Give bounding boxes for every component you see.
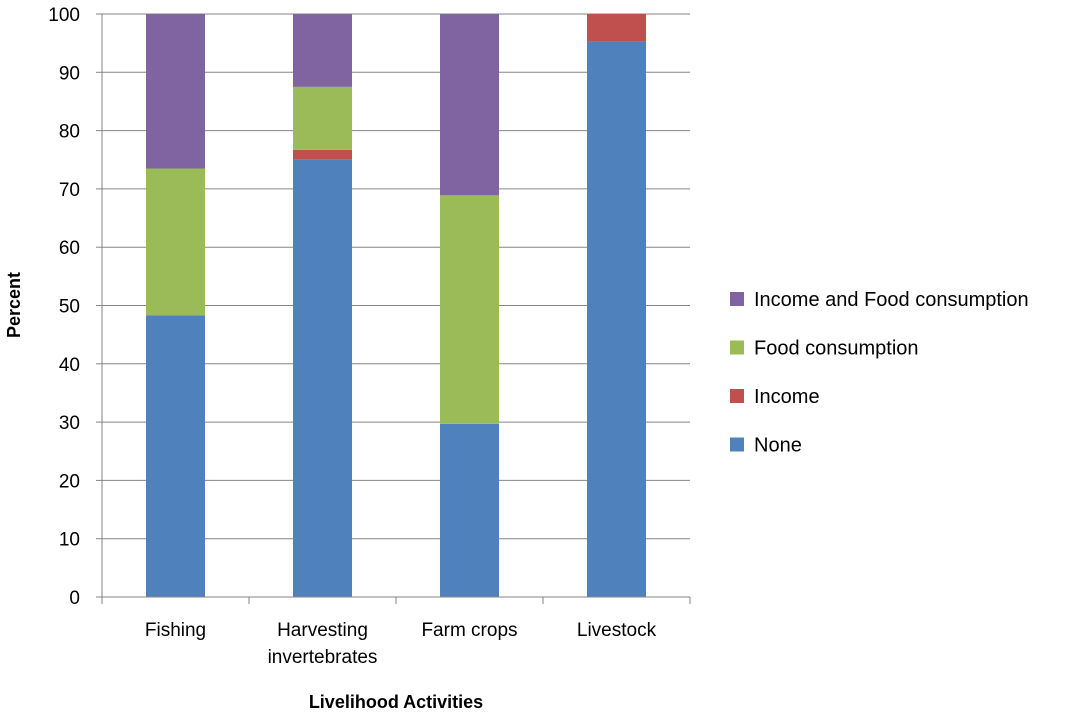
y-axis-title: Percent xyxy=(4,272,24,338)
bar-segment xyxy=(587,14,646,42)
axes xyxy=(96,13,691,604)
legend-swatch xyxy=(730,340,744,355)
bar-segment xyxy=(440,195,499,424)
bar-segment xyxy=(146,168,205,316)
y-tick-label: 0 xyxy=(69,588,80,609)
bars xyxy=(146,14,646,597)
y-tick-label: 60 xyxy=(59,238,80,259)
y-tick-label: 90 xyxy=(59,63,80,84)
legend-label: None xyxy=(754,435,802,457)
legend: Income and Food consumption Food consumpt… xyxy=(730,289,1029,457)
y-tick-label: 100 xyxy=(48,5,80,26)
x-tick-label: Livestock xyxy=(577,620,657,641)
x-tick-labels: Fishing Harvesting invertebrates Farm crops… xyxy=(145,620,657,668)
bar-segment xyxy=(293,86,352,150)
legend-label: Food consumption xyxy=(754,338,919,360)
legend-label: Income and Food consumption xyxy=(754,289,1029,311)
y-tick-label: 80 xyxy=(59,122,80,143)
bar-segment xyxy=(293,149,352,160)
bar-segment xyxy=(146,14,205,169)
bar-segment xyxy=(293,14,352,87)
x-tick-label: Fishing xyxy=(145,620,206,641)
x-tick-label: Farm crops xyxy=(421,620,517,641)
bar-segment xyxy=(440,423,499,597)
legend-label: Income xyxy=(754,386,820,408)
x-axis-title: Livelihood Activities xyxy=(309,692,483,712)
bar-segment xyxy=(146,315,205,597)
legend-swatch xyxy=(730,437,744,452)
y-tick-label: 70 xyxy=(59,180,80,201)
y-tick-label: 40 xyxy=(59,355,80,376)
legend-swatch xyxy=(730,292,744,306)
y-tick-label: 20 xyxy=(59,471,80,492)
bar-segment xyxy=(440,14,499,196)
x-tick-label: Harvesting invertebrates xyxy=(268,620,378,668)
y-tick-labels: 0 10 20 30 40 50 60 70 80 90 100 xyxy=(48,5,80,609)
y-tick-label: 50 xyxy=(59,297,80,318)
y-tick-label: 10 xyxy=(59,530,80,551)
bar-segment xyxy=(587,41,646,597)
y-tick-label: 30 xyxy=(59,413,80,434)
legend-swatch xyxy=(730,389,744,403)
bar-segment xyxy=(293,159,352,597)
